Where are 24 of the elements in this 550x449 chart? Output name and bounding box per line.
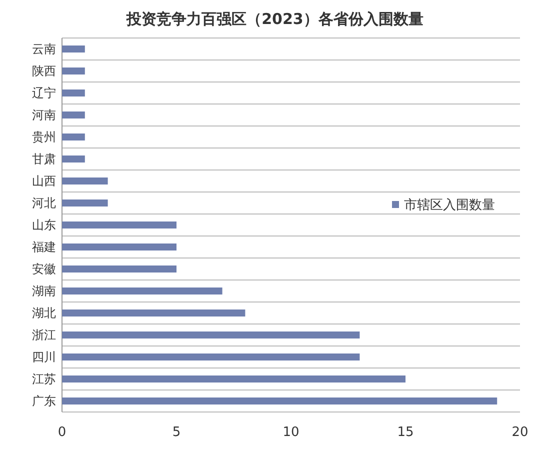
y-tick-label: 浙江 <box>32 328 56 342</box>
x-tick-label: 5 <box>172 425 181 440</box>
x-tick-label: 15 <box>397 425 414 440</box>
x-tick-label: 20 <box>512 425 528 440</box>
y-tick-label: 河南 <box>32 108 56 122</box>
y-tick-label: 湖南 <box>32 284 56 298</box>
y-tick-label: 贵州 <box>32 130 56 144</box>
y-tick-label: 山西 <box>32 174 56 188</box>
x-tick-label: 0 <box>58 425 66 440</box>
y-tick-label: 广东 <box>32 394 56 408</box>
y-tick-label: 湖北 <box>32 306 56 320</box>
y-tick-label: 甘肃 <box>32 152 56 166</box>
y-tick-label: 山东 <box>32 218 56 232</box>
y-tick-label: 福建 <box>32 240 56 254</box>
title: 投资竞争力百强区（2023）各省份入围数量 <box>126 10 424 28</box>
y-tick-label: 河北 <box>32 196 56 210</box>
y-tick-label: 安徽 <box>32 262 56 276</box>
y-tick-label: 四川 <box>32 350 56 364</box>
y-tick-label: 陕西 <box>32 64 56 78</box>
y-tick-label: 江苏 <box>32 372 56 386</box>
y-tick-label: 云南 <box>32 42 56 56</box>
y-tick-label: 辽宁 <box>32 86 56 100</box>
x-tick-label: 10 <box>282 425 300 440</box>
legend-label: 市辖区入围数量 <box>404 198 495 213</box>
